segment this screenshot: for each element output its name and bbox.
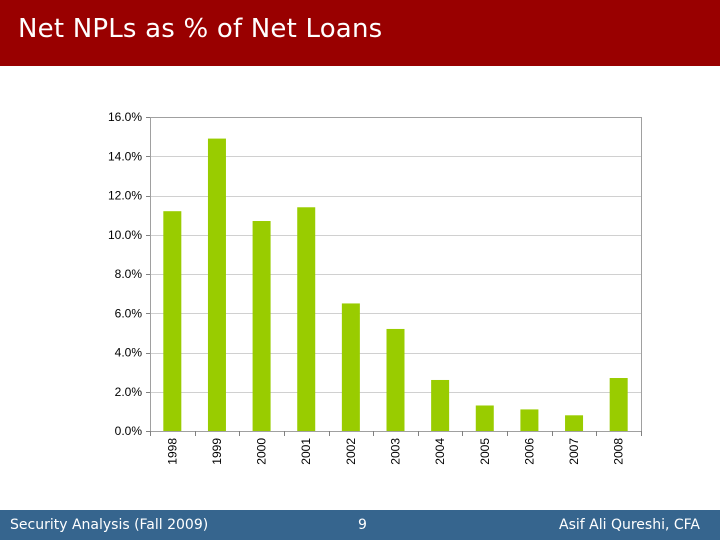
bar-2001 [297, 207, 316, 431]
bar-2005 [475, 405, 494, 431]
x-tick-label: 2000 [255, 438, 269, 465]
y-tick-label: 2.0% [115, 385, 143, 399]
x-tick-label: 2001 [299, 438, 313, 465]
footer-course: Security Analysis (Fall 2009) [10, 517, 209, 533]
y-tick-label: 12.0% [108, 189, 142, 203]
x-tick-label: 2003 [389, 438, 403, 465]
y-tick-label: 10.0% [108, 228, 142, 242]
bar-2003 [386, 328, 405, 431]
x-tick-label: 2004 [433, 438, 447, 465]
page-number: 9 [358, 517, 367, 533]
bar-2007 [565, 415, 584, 431]
slide-title: Net NPLs as % of Net Loans [18, 14, 383, 44]
y-tick-label: 14.0% [108, 149, 142, 163]
bar-2004 [431, 379, 450, 431]
bar-1998 [163, 211, 182, 431]
y-tick-label: 6.0% [115, 306, 143, 320]
title-bar: Net NPLs as % of Net Loans [0, 0, 720, 66]
footer-bar: Security Analysis (Fall 2009) 9 Asif Ali… [0, 510, 720, 540]
bar-2006 [520, 409, 539, 431]
x-tick-label: 2008 [612, 438, 626, 465]
x-tick-label: 2007 [567, 438, 581, 465]
plot-area-border [150, 117, 642, 432]
y-tick-label: 16.0% [108, 110, 142, 124]
y-tick-label: 4.0% [115, 346, 143, 360]
bar-1999 [207, 138, 226, 431]
bar-2008 [609, 378, 628, 431]
bar-2000 [252, 221, 271, 431]
x-tick-label: 2005 [478, 438, 492, 465]
x-tick-label: 1998 [165, 438, 179, 465]
footer-author: Asif Ali Qureshi, CFA [559, 517, 700, 533]
bar-2002 [341, 303, 360, 431]
y-tick-label: 0.0% [115, 424, 143, 438]
y-tick-label: 8.0% [115, 267, 143, 281]
x-tick-label: 2006 [522, 438, 536, 465]
x-tick-label: 1999 [210, 438, 224, 465]
x-tick-label: 2002 [344, 438, 358, 465]
